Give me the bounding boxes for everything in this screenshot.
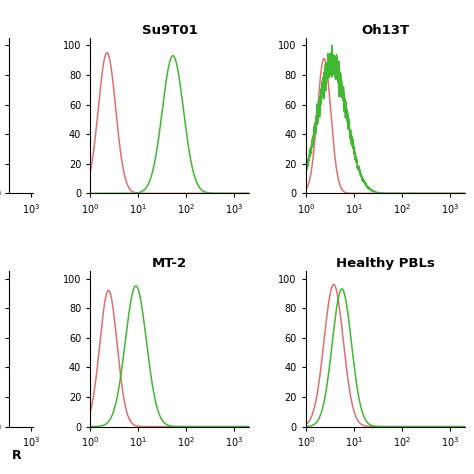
Title: MT-2: MT-2 xyxy=(152,257,187,270)
Text: R: R xyxy=(12,449,21,462)
Title: Oh13T: Oh13T xyxy=(361,24,409,37)
Title: Su9T01: Su9T01 xyxy=(142,24,197,37)
Title: Healthy PBLs: Healthy PBLs xyxy=(336,257,435,270)
